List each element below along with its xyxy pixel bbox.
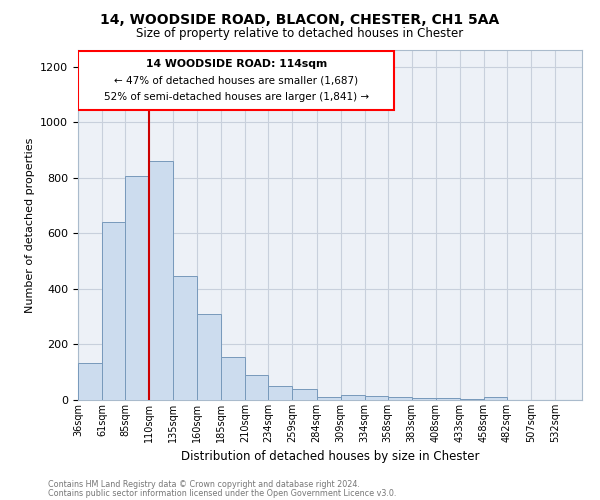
Bar: [173, 276, 197, 400]
Bar: [436, 398, 460, 400]
Bar: [484, 396, 507, 400]
Bar: [102, 222, 125, 400]
Bar: [341, 396, 365, 400]
Bar: [221, 357, 245, 400]
Bar: [317, 396, 341, 400]
Text: Size of property relative to detached houses in Chester: Size of property relative to detached ho…: [136, 28, 464, 40]
Text: Contains HM Land Registry data © Crown copyright and database right 2024.: Contains HM Land Registry data © Crown c…: [48, 480, 360, 489]
Text: Contains public sector information licensed under the Open Government Licence v3: Contains public sector information licen…: [48, 488, 397, 498]
X-axis label: Distribution of detached houses by size in Chester: Distribution of detached houses by size …: [181, 450, 479, 464]
Bar: [292, 390, 317, 400]
Bar: [412, 398, 436, 400]
Bar: [78, 52, 394, 110]
Bar: [78, 362, 102, 400]
Bar: [149, 161, 173, 400]
Bar: [388, 397, 412, 400]
Bar: [245, 375, 268, 400]
Bar: [197, 314, 221, 400]
Bar: [268, 386, 292, 400]
Bar: [460, 398, 484, 400]
Bar: [365, 396, 388, 400]
Text: 14, WOODSIDE ROAD, BLACON, CHESTER, CH1 5AA: 14, WOODSIDE ROAD, BLACON, CHESTER, CH1 …: [100, 12, 500, 26]
Text: 52% of semi-detached houses are larger (1,841) →: 52% of semi-detached houses are larger (…: [104, 92, 369, 102]
Y-axis label: Number of detached properties: Number of detached properties: [25, 138, 35, 312]
Bar: [125, 176, 149, 400]
Text: 14 WOODSIDE ROAD: 114sqm: 14 WOODSIDE ROAD: 114sqm: [146, 59, 327, 69]
Text: ← 47% of detached houses are smaller (1,687): ← 47% of detached houses are smaller (1,…: [114, 76, 358, 86]
